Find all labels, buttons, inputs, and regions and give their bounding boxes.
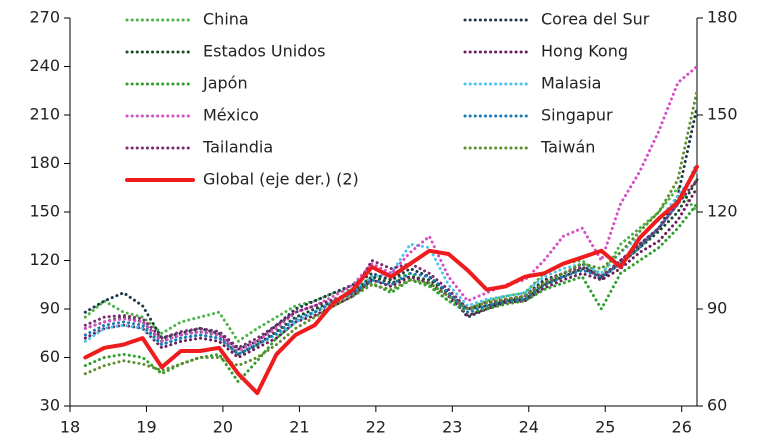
series-line (83, 162, 699, 356)
x-tick-label: 24 (519, 418, 539, 437)
legend-label: Singapur (541, 106, 613, 125)
legend-label: China (203, 10, 249, 29)
y-tick-label: 210 (29, 105, 60, 124)
series-line (83, 186, 699, 359)
series-line (83, 105, 699, 351)
y-tick-label: 270 (29, 8, 60, 27)
legend-label: Global (eje der.) (2) (203, 170, 359, 189)
x-tick-label: 22 (366, 418, 386, 437)
y-tick-label: 240 (29, 56, 60, 75)
legend-label: Hong Kong (541, 42, 628, 61)
legend-label: Malasia (541, 74, 601, 93)
series-line (83, 178, 699, 350)
y-tick-label: 120 (29, 250, 60, 269)
y-tick-label: 30 (40, 396, 60, 415)
legend-label: Japón (202, 74, 248, 93)
y-tick-label: 60 (40, 347, 60, 366)
y-tick-label: 90 (40, 299, 60, 318)
y2-tick-label: 180 (707, 8, 738, 27)
series-line (83, 65, 699, 353)
x-tick-label: 26 (672, 418, 692, 437)
global-line (83, 164, 699, 396)
series-line (83, 178, 699, 356)
legend-label: México (203, 106, 259, 125)
x-tick-label: 25 (595, 418, 615, 437)
x-tick-label: 19 (136, 418, 156, 437)
series-line (83, 186, 699, 343)
y2-tick-label: 90 (707, 299, 727, 318)
x-tick-label: 23 (442, 418, 462, 437)
y2-tick-label: 150 (707, 105, 738, 124)
legend-label: Taiwán (540, 138, 595, 157)
legend-label: Estados Unidos (203, 42, 325, 61)
x-tick-label: 18 (60, 418, 80, 437)
legend-label: Corea del Sur (541, 10, 650, 29)
series-line (83, 89, 699, 376)
y-tick-label: 180 (29, 153, 60, 172)
y2-tick-label: 120 (707, 202, 738, 221)
x-tick-label: 21 (289, 418, 309, 437)
y-tick-label: 150 (29, 202, 60, 221)
x-tick-label: 20 (213, 418, 233, 437)
series-line (83, 170, 699, 356)
legend-label: Tailandia (202, 138, 273, 157)
y2-tick-label: 60 (707, 396, 727, 415)
